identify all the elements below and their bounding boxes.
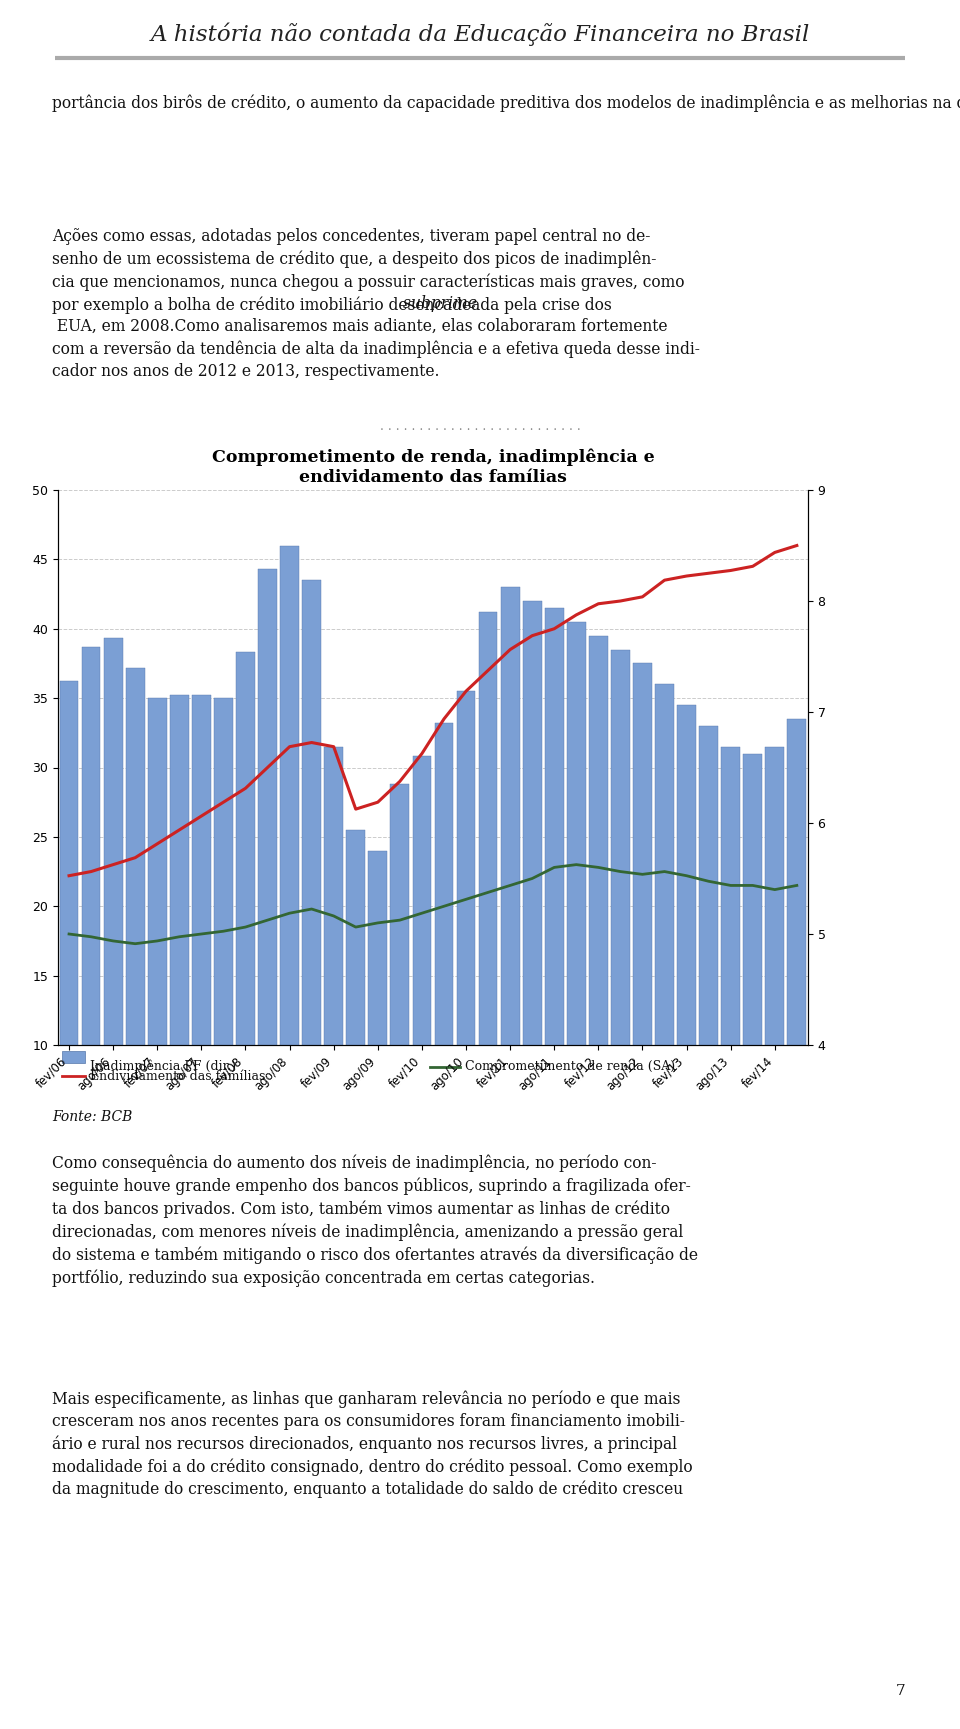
Bar xyxy=(699,726,718,1184)
Text: 7: 7 xyxy=(896,1684,905,1698)
Bar xyxy=(280,546,299,1184)
Text: Endividamento das famílias: Endividamento das famílias xyxy=(90,1070,265,1082)
Text: Ações como essas, adotadas pelos concedentes, tiveram papel central no de-
senho: Ações como essas, adotadas pelos concede… xyxy=(52,228,684,313)
Text: Inadimplência PF (dir.): Inadimplência PF (dir.) xyxy=(90,1060,236,1074)
Bar xyxy=(545,609,564,1184)
Bar xyxy=(60,681,79,1184)
Bar xyxy=(347,830,365,1184)
Bar xyxy=(501,588,519,1184)
Text: Como consequência do aumento dos níveis de inadimplência, no período con-
seguin: Como consequência do aumento dos níveis … xyxy=(52,1155,698,1286)
Bar xyxy=(104,638,123,1184)
Bar xyxy=(457,692,475,1184)
Text: portância dos birôs de crédito, o aumento da capacidade preditiva dos modelos de: portância dos birôs de crédito, o aument… xyxy=(52,95,960,112)
Bar xyxy=(148,699,167,1184)
Bar xyxy=(743,754,762,1184)
Bar xyxy=(589,636,608,1184)
Bar xyxy=(236,652,254,1184)
Bar xyxy=(655,685,674,1184)
Bar xyxy=(611,650,630,1184)
Bar xyxy=(413,756,431,1184)
Bar xyxy=(391,785,409,1184)
Bar xyxy=(765,747,784,1184)
Bar xyxy=(369,851,387,1184)
Bar xyxy=(435,723,453,1184)
Bar xyxy=(126,667,145,1184)
Text: Fonte: BCB: Fonte: BCB xyxy=(52,1110,132,1124)
Bar xyxy=(82,647,101,1184)
Bar xyxy=(523,602,541,1184)
Bar xyxy=(721,747,740,1184)
Text: Mais especificamente, as linhas que ganharam relevância no período e que mais
cr: Mais especificamente, as linhas que ganh… xyxy=(52,1390,692,1499)
Bar xyxy=(324,747,343,1184)
Bar xyxy=(677,705,696,1184)
Text: . . . . . . . . . . . . . . . . . . . . . . . . . .: . . . . . . . . . . . . . . . . . . . . … xyxy=(379,420,581,432)
Bar xyxy=(302,581,321,1184)
Bar xyxy=(787,719,806,1184)
Text: Comprometimento de renda (SA): Comprometimento de renda (SA) xyxy=(465,1060,675,1074)
Bar xyxy=(170,695,189,1184)
Bar xyxy=(258,569,276,1184)
Text: EUA, em 2008.Como analisaremos mais adiante, elas colaboraram fortemente
com a r: EUA, em 2008.Como analisaremos mais adia… xyxy=(52,318,700,380)
Bar xyxy=(567,622,586,1184)
Bar xyxy=(62,1051,85,1063)
Text: A história não contada da Educação Financeira no Brasil: A história não contada da Educação Finan… xyxy=(151,22,809,45)
Text: subprime: subprime xyxy=(52,296,477,313)
Bar xyxy=(214,699,232,1184)
Bar xyxy=(633,664,652,1184)
Bar xyxy=(192,695,211,1184)
Bar xyxy=(479,612,497,1184)
Title: Comprometimento de renda, inadimplência e
endividamento das famílias: Comprometimento de renda, inadimplência … xyxy=(211,448,655,486)
